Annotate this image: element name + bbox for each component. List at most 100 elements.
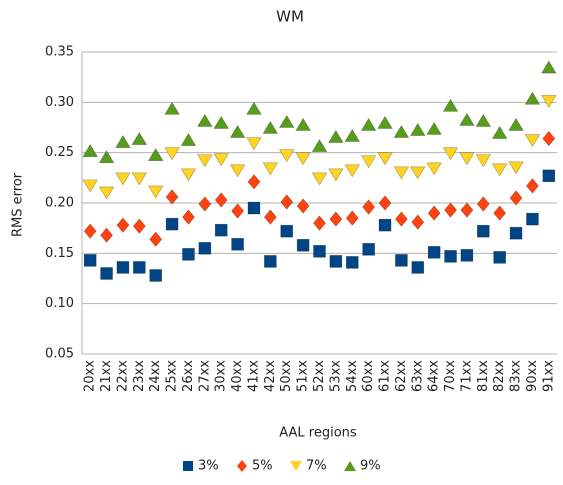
data-point xyxy=(541,95,557,108)
legend-marker xyxy=(237,460,247,472)
data-point xyxy=(345,256,359,269)
data-point xyxy=(328,129,344,143)
chart-title: WM xyxy=(276,8,304,26)
data-point xyxy=(83,254,97,267)
data-point xyxy=(100,227,113,243)
x-tick-label: 50xx xyxy=(279,360,294,392)
legend-marker xyxy=(183,461,193,471)
data-point xyxy=(164,101,180,115)
data-point xyxy=(98,186,115,200)
data-point xyxy=(459,152,475,166)
data-point xyxy=(279,149,295,163)
y-tick-label: 0.30 xyxy=(45,95,74,110)
x-tick-label: 22xx xyxy=(115,360,130,392)
data-point xyxy=(476,224,490,238)
data-point xyxy=(296,238,310,252)
x-tick-label: 83xx xyxy=(509,360,524,392)
data-point xyxy=(542,130,556,147)
data-point xyxy=(313,215,326,231)
data-point xyxy=(395,254,408,267)
data-point xyxy=(476,196,490,212)
data-point xyxy=(198,196,212,212)
data-point xyxy=(182,248,195,261)
data-point xyxy=(198,242,212,255)
data-point xyxy=(213,153,229,167)
x-tick-label: 24xx xyxy=(148,360,163,392)
x-tick-label: 90xx xyxy=(525,360,540,392)
data-point xyxy=(509,226,523,240)
data-point xyxy=(362,243,375,256)
data-point xyxy=(377,152,393,166)
data-point xyxy=(147,148,164,161)
data-point xyxy=(280,194,294,210)
data-point xyxy=(491,125,508,139)
data-point xyxy=(132,218,146,234)
x-tick-label: 20xx xyxy=(83,360,98,392)
data-point xyxy=(524,91,541,105)
data-point xyxy=(149,231,163,247)
y-tick-label: 0.25 xyxy=(45,145,74,160)
x-tick-label: 40xx xyxy=(230,360,245,392)
x-tick-label: 23xx xyxy=(132,360,147,392)
data-point xyxy=(378,195,392,211)
data-point xyxy=(115,172,131,186)
data-point xyxy=(360,117,377,131)
data-point xyxy=(460,249,474,262)
data-point xyxy=(295,152,311,166)
data-point xyxy=(247,201,261,215)
data-point xyxy=(524,134,541,148)
data-point xyxy=(262,120,279,134)
x-tick-label: 81xx xyxy=(476,360,491,392)
data-point xyxy=(149,269,163,282)
data-point xyxy=(246,137,262,151)
data-point xyxy=(311,172,328,186)
x-tick-label: 60xx xyxy=(361,360,376,392)
data-point xyxy=(231,237,244,251)
data-point xyxy=(426,162,442,176)
y-tick-label: 0.20 xyxy=(45,196,74,211)
x-tick-label: 25xx xyxy=(165,360,180,392)
data-point xyxy=(493,251,506,264)
data-point xyxy=(508,117,524,131)
data-point xyxy=(197,154,213,168)
x-tick-label: 42xx xyxy=(263,360,278,392)
data-point xyxy=(131,172,148,186)
data-point xyxy=(133,261,146,274)
data-point xyxy=(98,150,115,163)
data-point xyxy=(526,212,539,226)
x-tick-label: 91xx xyxy=(541,360,556,392)
data-point xyxy=(147,185,164,199)
y-tick-label: 0.05 xyxy=(45,347,74,362)
legend-label: 5% xyxy=(252,459,273,474)
x-tick-label: 51xx xyxy=(296,360,311,392)
data-point xyxy=(344,164,360,178)
x-tick-label: 82xx xyxy=(492,360,507,392)
y-tick-label: 0.10 xyxy=(45,296,74,311)
x-tick-label: 63xx xyxy=(410,360,425,392)
data-point xyxy=(180,168,197,182)
data-point xyxy=(491,163,508,177)
data-point xyxy=(100,267,113,280)
data-point xyxy=(263,209,277,225)
x-tick-label: 53xx xyxy=(328,360,343,392)
x-tick-label: 54xx xyxy=(345,360,360,392)
data-point xyxy=(345,210,359,226)
data-point xyxy=(410,166,426,180)
data-point xyxy=(295,117,311,131)
data-point xyxy=(131,131,148,145)
y-axis-label: RMS error xyxy=(11,172,26,237)
x-tick-label: 41xx xyxy=(246,360,261,392)
y-tick-label: 0.35 xyxy=(45,45,74,60)
data-point xyxy=(279,114,295,128)
data-point xyxy=(410,122,426,136)
x-tick-label: 30xx xyxy=(214,360,229,392)
data-point xyxy=(427,205,441,221)
data-point xyxy=(475,113,492,127)
data-point xyxy=(442,98,459,112)
x-tick-label: 62xx xyxy=(394,360,409,392)
data-point xyxy=(526,178,539,194)
data-point xyxy=(214,223,228,237)
data-point xyxy=(116,261,130,274)
legend-marker xyxy=(344,461,356,471)
